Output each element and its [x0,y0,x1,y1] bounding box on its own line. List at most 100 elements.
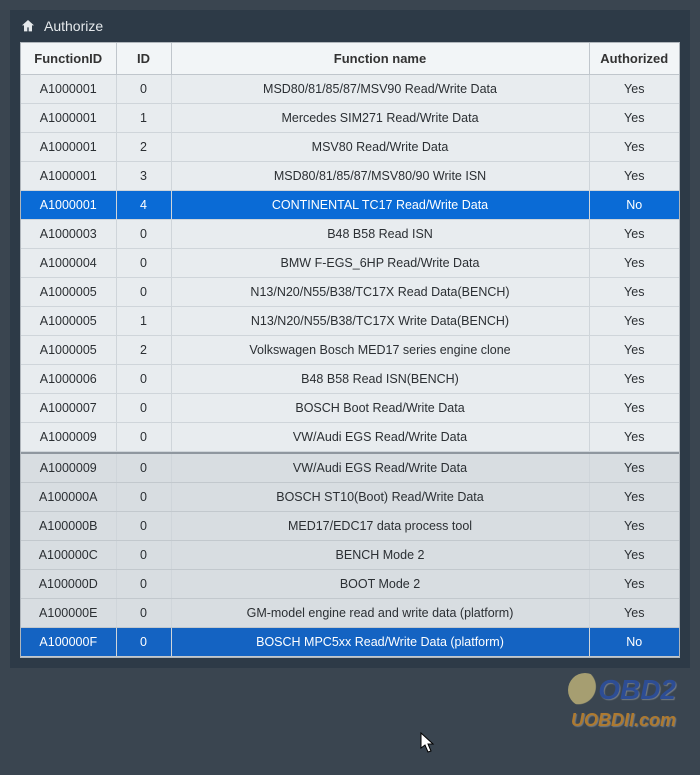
watermark-line2: UOBDII.com [571,710,676,731]
cell-authorized: Yes [589,454,679,483]
table-row[interactable]: A100000E0GM-model engine read and write … [21,598,679,627]
cell-authorized: No [589,627,679,656]
home-icon[interactable] [20,18,36,34]
cell-id: 0 [116,220,171,249]
cell-id: 0 [116,598,171,627]
cell-id: 0 [116,278,171,307]
cell-name: BOSCH MPC5xx Read/Write Data (platform) [171,627,589,656]
authorize-window: Authorize FunctionID ID Function name Au… [10,10,690,668]
cell-authorized: Yes [589,540,679,569]
cell-id: 4 [116,191,171,220]
cell-functionId: A1000001 [21,191,116,220]
cell-authorized: Yes [589,394,679,423]
cell-name: MSD80/81/85/87/MSV90 Read/Write Data [171,75,589,104]
cell-authorized: Yes [589,569,679,598]
authorize-table: FunctionID ID Function name Authorized A… [21,43,679,657]
table-row[interactable]: A100000D0BOOT Mode 2Yes [21,569,679,598]
table-body-upper: A10000010MSD80/81/85/87/MSV90 Read/Write… [21,75,679,452]
cell-functionId: A1000009 [21,423,116,452]
cell-name: BOSCH ST10(Boot) Read/Write Data [171,482,589,511]
cell-authorized: Yes [589,423,679,452]
cell-name: MSD80/81/85/87/MSV80/90 Write ISN [171,162,589,191]
table-row[interactable]: A10000040BMW F-EGS_6HP Read/Write DataYe… [21,249,679,278]
cell-authorized: Yes [589,307,679,336]
th-name[interactable]: Function name [171,43,589,75]
th-id[interactable]: ID [116,43,171,75]
th-authorized[interactable]: Authorized [589,43,679,75]
cell-authorized: Yes [589,278,679,307]
cell-name: VW/Audi EGS Read/Write Data [171,454,589,483]
table-row[interactable]: A10000014CONTINENTAL TC17 Read/Write Dat… [21,191,679,220]
cell-id: 0 [116,394,171,423]
cell-name: N13/N20/N55/B38/TC17X Write Data(BENCH) [171,307,589,336]
table-row[interactable]: A100000B0MED17/EDC17 data process toolYe… [21,511,679,540]
cell-authorized: Yes [589,104,679,133]
cell-functionId: A1000005 [21,307,116,336]
cell-id: 2 [116,336,171,365]
cell-id: 0 [116,569,171,598]
cell-functionId: A1000006 [21,365,116,394]
table-row[interactable]: A10000051N13/N20/N55/B38/TC17X Write Dat… [21,307,679,336]
table-row[interactable]: A10000090VW/Audi EGS Read/Write DataYes [21,454,679,483]
window-title: Authorize [44,18,103,34]
cell-functionId: A1000001 [21,133,116,162]
cell-authorized: Yes [589,220,679,249]
cursor-icon [420,732,436,757]
cell-id: 0 [116,482,171,511]
cell-functionId: A1000001 [21,104,116,133]
cell-name: N13/N20/N55/B38/TC17X Read Data(BENCH) [171,278,589,307]
table-row[interactable]: A10000052Volkswagen Bosch MED17 series e… [21,336,679,365]
table-row[interactable]: A10000090VW/Audi EGS Read/Write DataYes [21,423,679,452]
table-row[interactable]: A10000060B48 B58 Read ISN(BENCH)Yes [21,365,679,394]
table-row[interactable]: A100000F0BOSCH MPC5xx Read/Write Data (p… [21,627,679,656]
cell-name: CONTINENTAL TC17 Read/Write Data [171,191,589,220]
cell-id: 1 [116,307,171,336]
cell-authorized: Yes [589,365,679,394]
th-functionid[interactable]: FunctionID [21,43,116,75]
watermark-line1: OBD2 [568,673,676,707]
cell-name: B48 B58 Read ISN [171,220,589,249]
cell-functionId: A1000005 [21,278,116,307]
cell-functionId: A100000B [21,511,116,540]
cell-functionId: A100000E [21,598,116,627]
table-row[interactable]: A10000011Mercedes SIM271 Read/Write Data… [21,104,679,133]
cell-functionId: A1000007 [21,394,116,423]
cell-name: MSV80 Read/Write Data [171,133,589,162]
table-row[interactable]: A100000A0BOSCH ST10(Boot) Read/Write Dat… [21,482,679,511]
cell-functionId: A1000009 [21,454,116,483]
titlebar: Authorize [10,10,690,42]
cell-name: MED17/EDC17 data process tool [171,511,589,540]
cell-id: 1 [116,104,171,133]
cell-name: BOSCH Boot Read/Write Data [171,394,589,423]
cell-functionId: A100000C [21,540,116,569]
cell-functionId: A100000A [21,482,116,511]
cell-functionId: A100000D [21,569,116,598]
table-body-lower: A10000090VW/Audi EGS Read/Write DataYesA… [21,454,679,657]
cell-authorized: No [589,191,679,220]
cell-id: 2 [116,133,171,162]
cell-name: Volkswagen Bosch MED17 series engine clo… [171,336,589,365]
cell-name: GM-model engine read and write data (pla… [171,598,589,627]
cell-name: BOOT Mode 2 [171,569,589,598]
cell-authorized: Yes [589,598,679,627]
table-row[interactable]: A10000050N13/N20/N55/B38/TC17X Read Data… [21,278,679,307]
cell-id: 0 [116,627,171,656]
table-row[interactable]: A10000012MSV80 Read/Write DataYes [21,133,679,162]
table-row[interactable]: A10000013MSD80/81/85/87/MSV80/90 Write I… [21,162,679,191]
cell-id: 0 [116,511,171,540]
table-row[interactable]: A10000030B48 B58 Read ISNYes [21,220,679,249]
cell-id: 0 [116,365,171,394]
cell-authorized: Yes [589,133,679,162]
table-row[interactable]: A10000070BOSCH Boot Read/Write DataYes [21,394,679,423]
cell-id: 3 [116,162,171,191]
cell-authorized: Yes [589,511,679,540]
authorize-table-container: FunctionID ID Function name Authorized A… [20,42,680,658]
cell-authorized: Yes [589,75,679,104]
cell-functionId: A1000001 [21,162,116,191]
cell-functionId: A1000001 [21,75,116,104]
table-row[interactable]: A100000C0BENCH Mode 2Yes [21,540,679,569]
cell-authorized: Yes [589,249,679,278]
cell-authorized: Yes [589,336,679,365]
table-row[interactable]: A10000010MSD80/81/85/87/MSV90 Read/Write… [21,75,679,104]
cell-functionId: A1000005 [21,336,116,365]
